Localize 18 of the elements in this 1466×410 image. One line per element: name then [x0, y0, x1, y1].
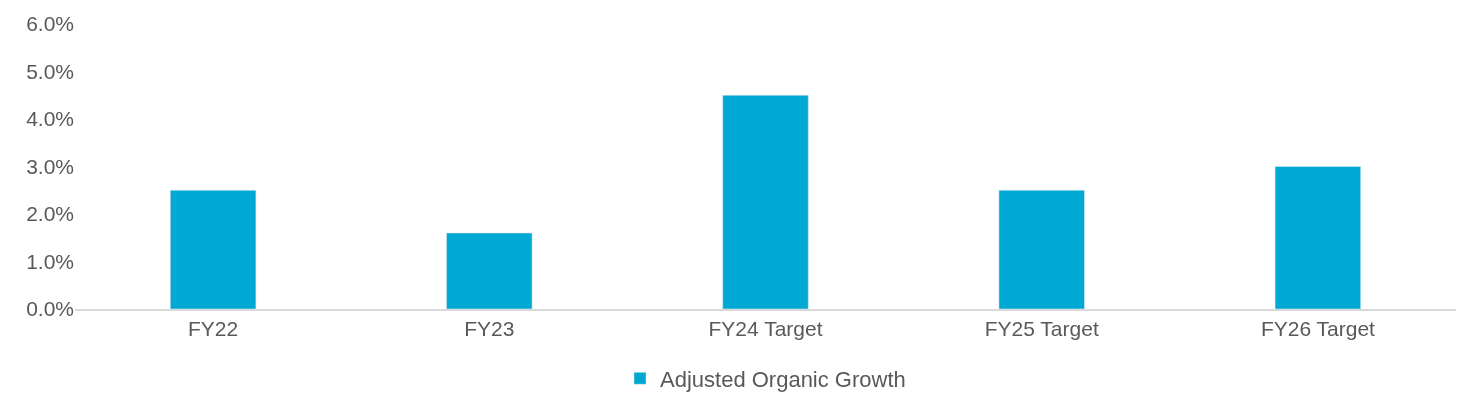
bar	[722, 95, 809, 309]
x-tick-label: FY25 Target	[984, 316, 1099, 340]
x-tick-label: FY26 Target	[1260, 316, 1376, 340]
y-tick-label: 6.0%	[26, 12, 74, 36]
y-tick-label: 5.0%	[26, 59, 74, 83]
x-tick-label: FY23	[464, 316, 515, 340]
x-tick-label: FY24 Target	[708, 316, 823, 340]
y-tick-label: 3.0%	[26, 154, 74, 178]
bar	[446, 232, 533, 309]
bar	[170, 190, 257, 309]
bar	[998, 190, 1085, 309]
y-tick-label: 4.0%	[26, 107, 74, 131]
y-tick-label: 0.0%	[26, 297, 74, 321]
bar	[1274, 166, 1361, 309]
legend-label: Adjusted Organic Growth	[660, 366, 906, 392]
x-tick-label: FY22	[188, 316, 239, 340]
y-tick-label: 1.0%	[26, 249, 74, 273]
y-tick-label: 2.0%	[26, 202, 74, 226]
